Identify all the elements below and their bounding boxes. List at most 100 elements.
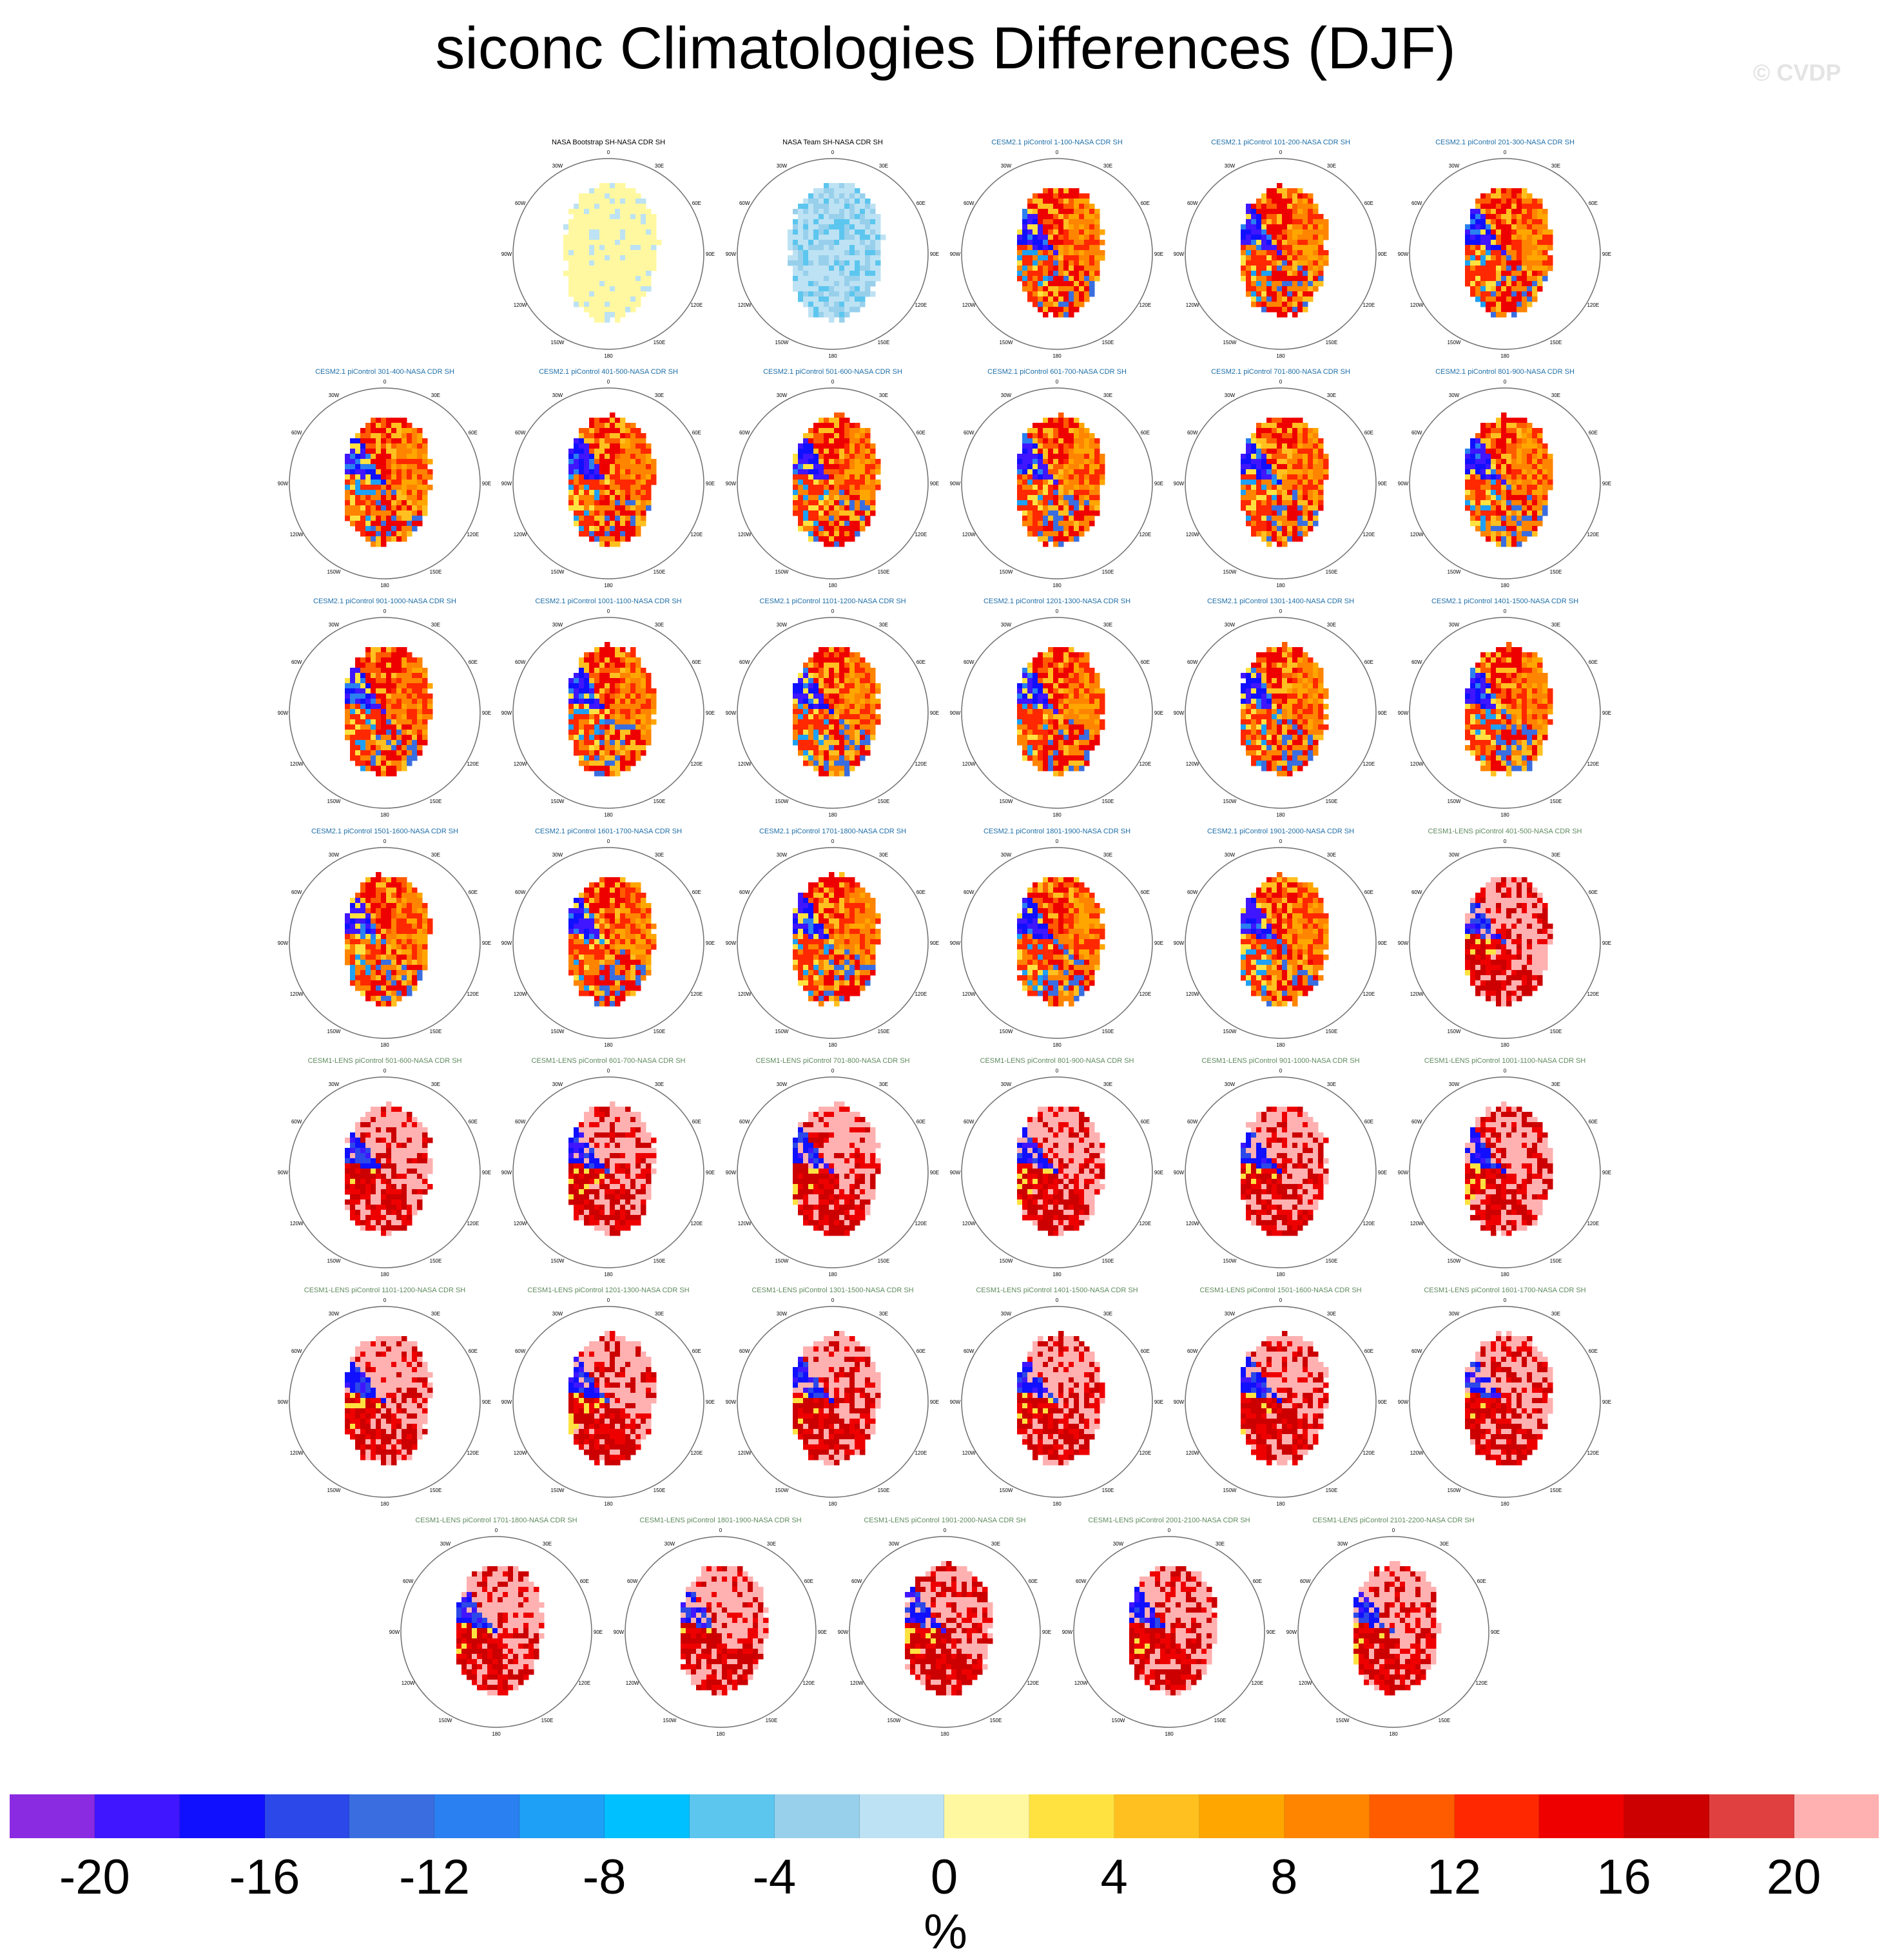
longitude-label: 90E bbox=[482, 481, 491, 487]
longitude-label: 180 bbox=[604, 583, 613, 588]
longitude-label: 150W bbox=[327, 1258, 341, 1264]
longitude-label: 150E bbox=[430, 799, 442, 804]
colorbar-units: % bbox=[924, 1905, 967, 1959]
longitude-label: 60W bbox=[964, 1348, 975, 1354]
longitude-label: 0 bbox=[944, 1528, 947, 1533]
longitude-label: 90W bbox=[1398, 251, 1409, 257]
panel-title: CESM2.1 piControl 301-400-NASA CDR SH bbox=[315, 368, 454, 376]
panel-title: CESM2.1 piControl 1701-1800-NASA CDR SH bbox=[759, 828, 906, 835]
map-panel: CESM2.1 piControl 1201-1300-NASA CDR SH 0… bbox=[950, 597, 1163, 818]
longitude-label: 60W bbox=[851, 1578, 862, 1584]
longitude-label: 90E bbox=[594, 1629, 603, 1635]
longitude-label: 150E bbox=[1102, 1029, 1114, 1034]
longitude-label: 90E bbox=[930, 1399, 939, 1405]
siconc-difference-field bbox=[1017, 188, 1105, 318]
map-panel: CESM2.1 piControl 1701-1800-NASA CDR SH 0… bbox=[726, 828, 939, 1048]
colorbar bbox=[10, 1794, 1879, 1838]
longitude-label: 150W bbox=[775, 1258, 789, 1264]
longitude-label: 60W bbox=[1411, 1119, 1422, 1125]
longitude-label: 120E bbox=[1139, 532, 1151, 538]
panel-title: CESM2.1 piControl 1-100-NASA CDR SH bbox=[991, 139, 1123, 146]
panel-title: CESM1-LENS piControl 2101-2200-NASA CDR … bbox=[1312, 1517, 1474, 1524]
longitude-label: 180 bbox=[604, 1042, 613, 1048]
longitude-label: 120E bbox=[1587, 1450, 1599, 1456]
longitude-label: 60E bbox=[1364, 1348, 1373, 1354]
map-panel: CESM2.1 piControl 601-700-NASA CDR SH 0 30… bbox=[950, 368, 1163, 588]
map-panel: NASA Bootstrap SH-NASA CDR SH 0 30E 60E 90E 1… bbox=[501, 139, 715, 359]
panel-title: CESM2.1 piControl 101-200-NASA CDR SH bbox=[1211, 139, 1350, 146]
longitude-label: 150W bbox=[1448, 569, 1461, 575]
longitude-label: 150W bbox=[1000, 799, 1013, 804]
longitude-label: 120W bbox=[962, 302, 976, 308]
longitude-label: 120E bbox=[690, 1221, 703, 1227]
longitude-label: 150W bbox=[1223, 799, 1237, 804]
longitude-label: 90W bbox=[501, 710, 512, 716]
longitude-label: 0 bbox=[607, 1068, 610, 1074]
siconc-difference-field bbox=[1241, 183, 1329, 318]
longitude-label: 120E bbox=[1027, 1680, 1039, 1686]
longitude-label: 0 bbox=[383, 379, 387, 385]
panel-title: CESM2.1 piControl 1001-1100-NASA CDR SH bbox=[535, 597, 681, 605]
longitude-label: 30W bbox=[552, 163, 563, 169]
panel-title: CESM1-LENS piControl 2001-2100-NASA CDR … bbox=[1088, 1517, 1250, 1524]
longitude-label: 120E bbox=[690, 532, 703, 538]
longitude-label: 90W bbox=[726, 710, 737, 716]
longitude-label: 60W bbox=[1187, 430, 1198, 436]
longitude-label: 120E bbox=[578, 1680, 590, 1686]
longitude-label: 120E bbox=[1362, 1450, 1375, 1456]
longitude-label: 60E bbox=[1364, 430, 1373, 436]
longitude-label: 30W bbox=[329, 622, 340, 628]
longitude-label: 60E bbox=[1141, 1348, 1150, 1354]
longitude-label: 150E bbox=[1214, 1718, 1227, 1723]
longitude-label: 90W bbox=[1398, 710, 1409, 716]
longitude-label: 90W bbox=[1398, 940, 1409, 946]
longitude-label: 30W bbox=[552, 1311, 563, 1317]
longitude-label: 90W bbox=[1286, 1629, 1297, 1635]
siconc-difference-field bbox=[1465, 1331, 1553, 1466]
longitude-label: 30W bbox=[1337, 1541, 1348, 1547]
longitude-label: 120W bbox=[1410, 991, 1424, 997]
longitude-label: 0 bbox=[1504, 1068, 1507, 1074]
panel-title: CESM2.1 piControl 1401-1500-NASA CDR SH bbox=[1431, 597, 1578, 605]
longitude-label: 0 bbox=[1392, 1528, 1395, 1533]
longitude-label: 60E bbox=[1141, 889, 1150, 895]
longitude-label: 180 bbox=[1276, 353, 1285, 359]
longitude-label: 180 bbox=[1052, 812, 1062, 818]
longitude-label: 30E bbox=[431, 622, 440, 628]
longitude-label: 0 bbox=[1504, 379, 1507, 385]
longitude-label: 60E bbox=[692, 1119, 701, 1125]
longitude-label: 0 bbox=[383, 608, 387, 614]
map-panel: CESM2.1 piControl 1101-1200-NASA CDR SH 0… bbox=[726, 597, 939, 818]
longitude-label: 60W bbox=[964, 889, 975, 895]
longitude-label: 60W bbox=[1187, 1119, 1198, 1125]
longitude-label: 150E bbox=[1102, 340, 1114, 345]
longitude-label: 180 bbox=[1052, 1501, 1062, 1507]
longitude-label: 0 bbox=[1279, 839, 1283, 844]
longitude-label: 0 bbox=[1504, 150, 1507, 155]
longitude-label: 30W bbox=[664, 1541, 675, 1547]
panel-title: CESM1-LENS piControl 1101-1200-NASA CDR … bbox=[304, 1286, 466, 1294]
longitude-label: 120E bbox=[1587, 1221, 1599, 1227]
longitude-label: 120W bbox=[1299, 1680, 1312, 1686]
longitude-label: 30W bbox=[329, 1082, 340, 1087]
longitude-label: 90E bbox=[1378, 940, 1387, 946]
map-panel: CESM2.1 piControl 1901-2000-NASA CDR SH 0… bbox=[1174, 828, 1387, 1048]
longitude-label: 150E bbox=[1326, 1029, 1338, 1034]
siconc-difference-field bbox=[1017, 1331, 1105, 1466]
longitude-label: 30W bbox=[440, 1541, 451, 1547]
longitude-label: 60E bbox=[469, 659, 478, 665]
panel-title: CESM2.1 piControl 901-1000-NASA CDR SH bbox=[313, 597, 456, 605]
longitude-label: 30W bbox=[1001, 163, 1012, 169]
longitude-label: 90W bbox=[1174, 710, 1185, 716]
longitude-label: 90W bbox=[726, 940, 737, 946]
panel-title: CESM1-LENS piControl 801-900-NASA CDR SH bbox=[980, 1057, 1134, 1065]
map-panel: CESM2.1 piControl 801-900-NASA CDR SH 0 30… bbox=[1398, 368, 1611, 588]
map-panel: CESM1-LENS piControl 2101-2200-NASA CDR … bbox=[1286, 1517, 1500, 1737]
longitude-label: 150E bbox=[1326, 569, 1338, 575]
siconc-difference-field bbox=[1465, 412, 1553, 547]
siconc-difference-field bbox=[1353, 1561, 1442, 1696]
longitude-label: 180 bbox=[604, 1272, 613, 1277]
longitude-label: 0 bbox=[1056, 150, 1059, 155]
longitude-label: 120E bbox=[690, 991, 703, 997]
colorbar-box bbox=[1114, 1794, 1200, 1838]
